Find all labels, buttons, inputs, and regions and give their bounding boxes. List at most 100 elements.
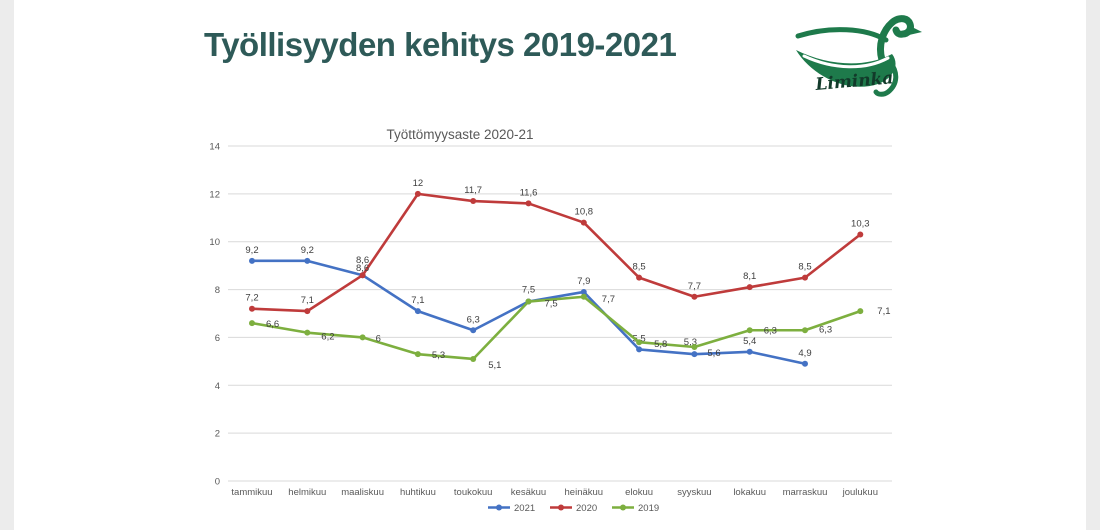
data-point <box>249 305 255 312</box>
data-point <box>746 327 753 334</box>
data-label: 5,6 <box>707 348 720 359</box>
data-point <box>691 344 698 350</box>
series-2019: 6,6 6,2 6 5,3 5,1 7,5 7,7 5,8 5,6 6,3 6,3 7,1 <box>249 293 891 371</box>
data-label: 6,3 <box>819 324 832 335</box>
data-label: 8,6 <box>356 255 369 266</box>
y-axis-labels: 0 2 4 6 8 10 12 14 <box>209 142 220 488</box>
data-label: 8,6 <box>356 263 369 274</box>
x-axis-labels: tammikuu helmikuu maaliskuu huhtikuu toukoku… <box>231 487 878 498</box>
data-point <box>580 288 587 295</box>
y-tick-label: 10 <box>209 237 220 248</box>
data-label: 11,7 <box>464 185 482 196</box>
data-label: 9,2 <box>245 245 258 256</box>
x-tick-label: elokuu <box>625 487 653 498</box>
data-label: 7,5 <box>522 285 535 296</box>
x-tick-label: syyskuu <box>677 487 711 498</box>
y-tick-label: 2 <box>215 429 220 440</box>
data-label: 10,3 <box>851 219 870 230</box>
data-point <box>359 272 366 279</box>
gridlines <box>228 145 892 482</box>
series-2021: 9,2 9,2 8,6 7,1 6,3 7,5 7,9 5,5 5,3 5,4 4,9 <box>245 245 812 367</box>
data-label: 12 <box>413 178 424 189</box>
data-point <box>580 293 587 300</box>
data-point <box>802 274 808 281</box>
data-label: 7,9 <box>577 276 590 287</box>
x-tick-label: maaliskuu <box>341 487 384 498</box>
data-point <box>802 327 808 334</box>
chart-title: Työttömyysaste 2020-21 <box>386 127 533 142</box>
data-label: 7,1 <box>877 306 890 317</box>
x-tick-label: helmikuu <box>288 487 326 498</box>
x-tick-label: heinäkuu <box>565 487 604 498</box>
data-label: 4,9 <box>798 348 811 359</box>
data-label: 8,5 <box>632 262 645 273</box>
data-point <box>470 355 477 362</box>
swan-icon: Liminka <box>795 15 922 97</box>
series-2020: 7,2 7,1 8,6 12 11,7 11,6 10,8 8,5 7,7 8,1 8,5 10,3 <box>245 178 870 315</box>
swan-beak <box>909 26 922 35</box>
data-point <box>304 308 311 315</box>
data-label: 7,7 <box>688 281 701 292</box>
data-label: 8,1 <box>743 271 756 282</box>
data-label: 7,7 <box>602 294 615 305</box>
data-point <box>470 198 477 205</box>
data-label: 7,1 <box>411 295 424 306</box>
data-label: 5,1 <box>488 360 501 371</box>
legend-label: 2020 <box>576 503 597 514</box>
legend-label: 2019 <box>638 503 659 514</box>
x-tick-label: toukokuu <box>454 487 493 498</box>
y-tick-label: 0 <box>215 477 220 488</box>
data-label: 8,5 <box>798 262 811 273</box>
data-point <box>249 320 255 327</box>
data-point <box>636 339 643 346</box>
data-point <box>580 219 587 226</box>
x-tick-label: joulukuu <box>842 487 878 498</box>
data-point <box>691 351 698 358</box>
data-point <box>746 284 753 291</box>
data-label: 6,6 <box>266 319 279 330</box>
data-point <box>414 351 421 358</box>
y-tick-label: 14 <box>209 142 220 153</box>
data-point <box>414 190 421 197</box>
data-point <box>414 308 421 315</box>
data-label: 9,2 <box>301 245 314 256</box>
y-tick-label: 4 <box>215 381 220 392</box>
data-point <box>746 348 753 355</box>
legend-label: 2021 <box>514 503 535 514</box>
data-label: 5,8 <box>654 339 667 350</box>
x-tick-label: marraskuu <box>783 487 828 498</box>
data-point <box>525 298 532 305</box>
data-point <box>857 308 864 315</box>
data-label: 10,8 <box>575 207 594 218</box>
x-tick-label: huhtikuu <box>400 487 436 498</box>
data-label: 7,1 <box>301 295 314 306</box>
legend-item-2021: 2021 <box>488 503 535 514</box>
data-label: 7,5 <box>545 299 558 310</box>
liminka-logo: Liminka <box>786 6 926 106</box>
data-label: 5,3 <box>684 337 697 348</box>
data-point <box>525 200 532 207</box>
data-label: 5,4 <box>743 336 756 347</box>
data-point <box>304 329 311 336</box>
data-label: 11,6 <box>520 187 538 198</box>
data-point <box>691 293 698 300</box>
data-label: 6,3 <box>467 314 480 325</box>
data-label: 5,5 <box>632 333 645 344</box>
slide: Työllisyyden kehitys 2019-2021 Liminka T… <box>14 0 1086 530</box>
data-label: 5,3 <box>432 350 445 361</box>
legend-item-2020: 2020 <box>550 503 597 514</box>
swan-body <box>796 50 896 87</box>
data-label: 7,2 <box>245 293 258 304</box>
line-chart: Työttömyysaste 2020-21 0 2 4 6 8 10 12 14 tammiku… <box>209 127 892 514</box>
data-label: 6,2 <box>321 332 334 343</box>
data-point <box>249 257 255 264</box>
data-point <box>304 257 311 264</box>
y-tick-label: 8 <box>215 285 220 296</box>
legend: 2021 2020 2019 <box>488 503 659 514</box>
x-tick-label: lokakuu <box>733 487 766 498</box>
legend-item-2019: 2019 <box>612 503 659 514</box>
data-point <box>857 231 864 238</box>
data-label: 6,3 <box>764 325 777 336</box>
y-tick-label: 12 <box>209 189 220 200</box>
data-point <box>802 360 808 367</box>
